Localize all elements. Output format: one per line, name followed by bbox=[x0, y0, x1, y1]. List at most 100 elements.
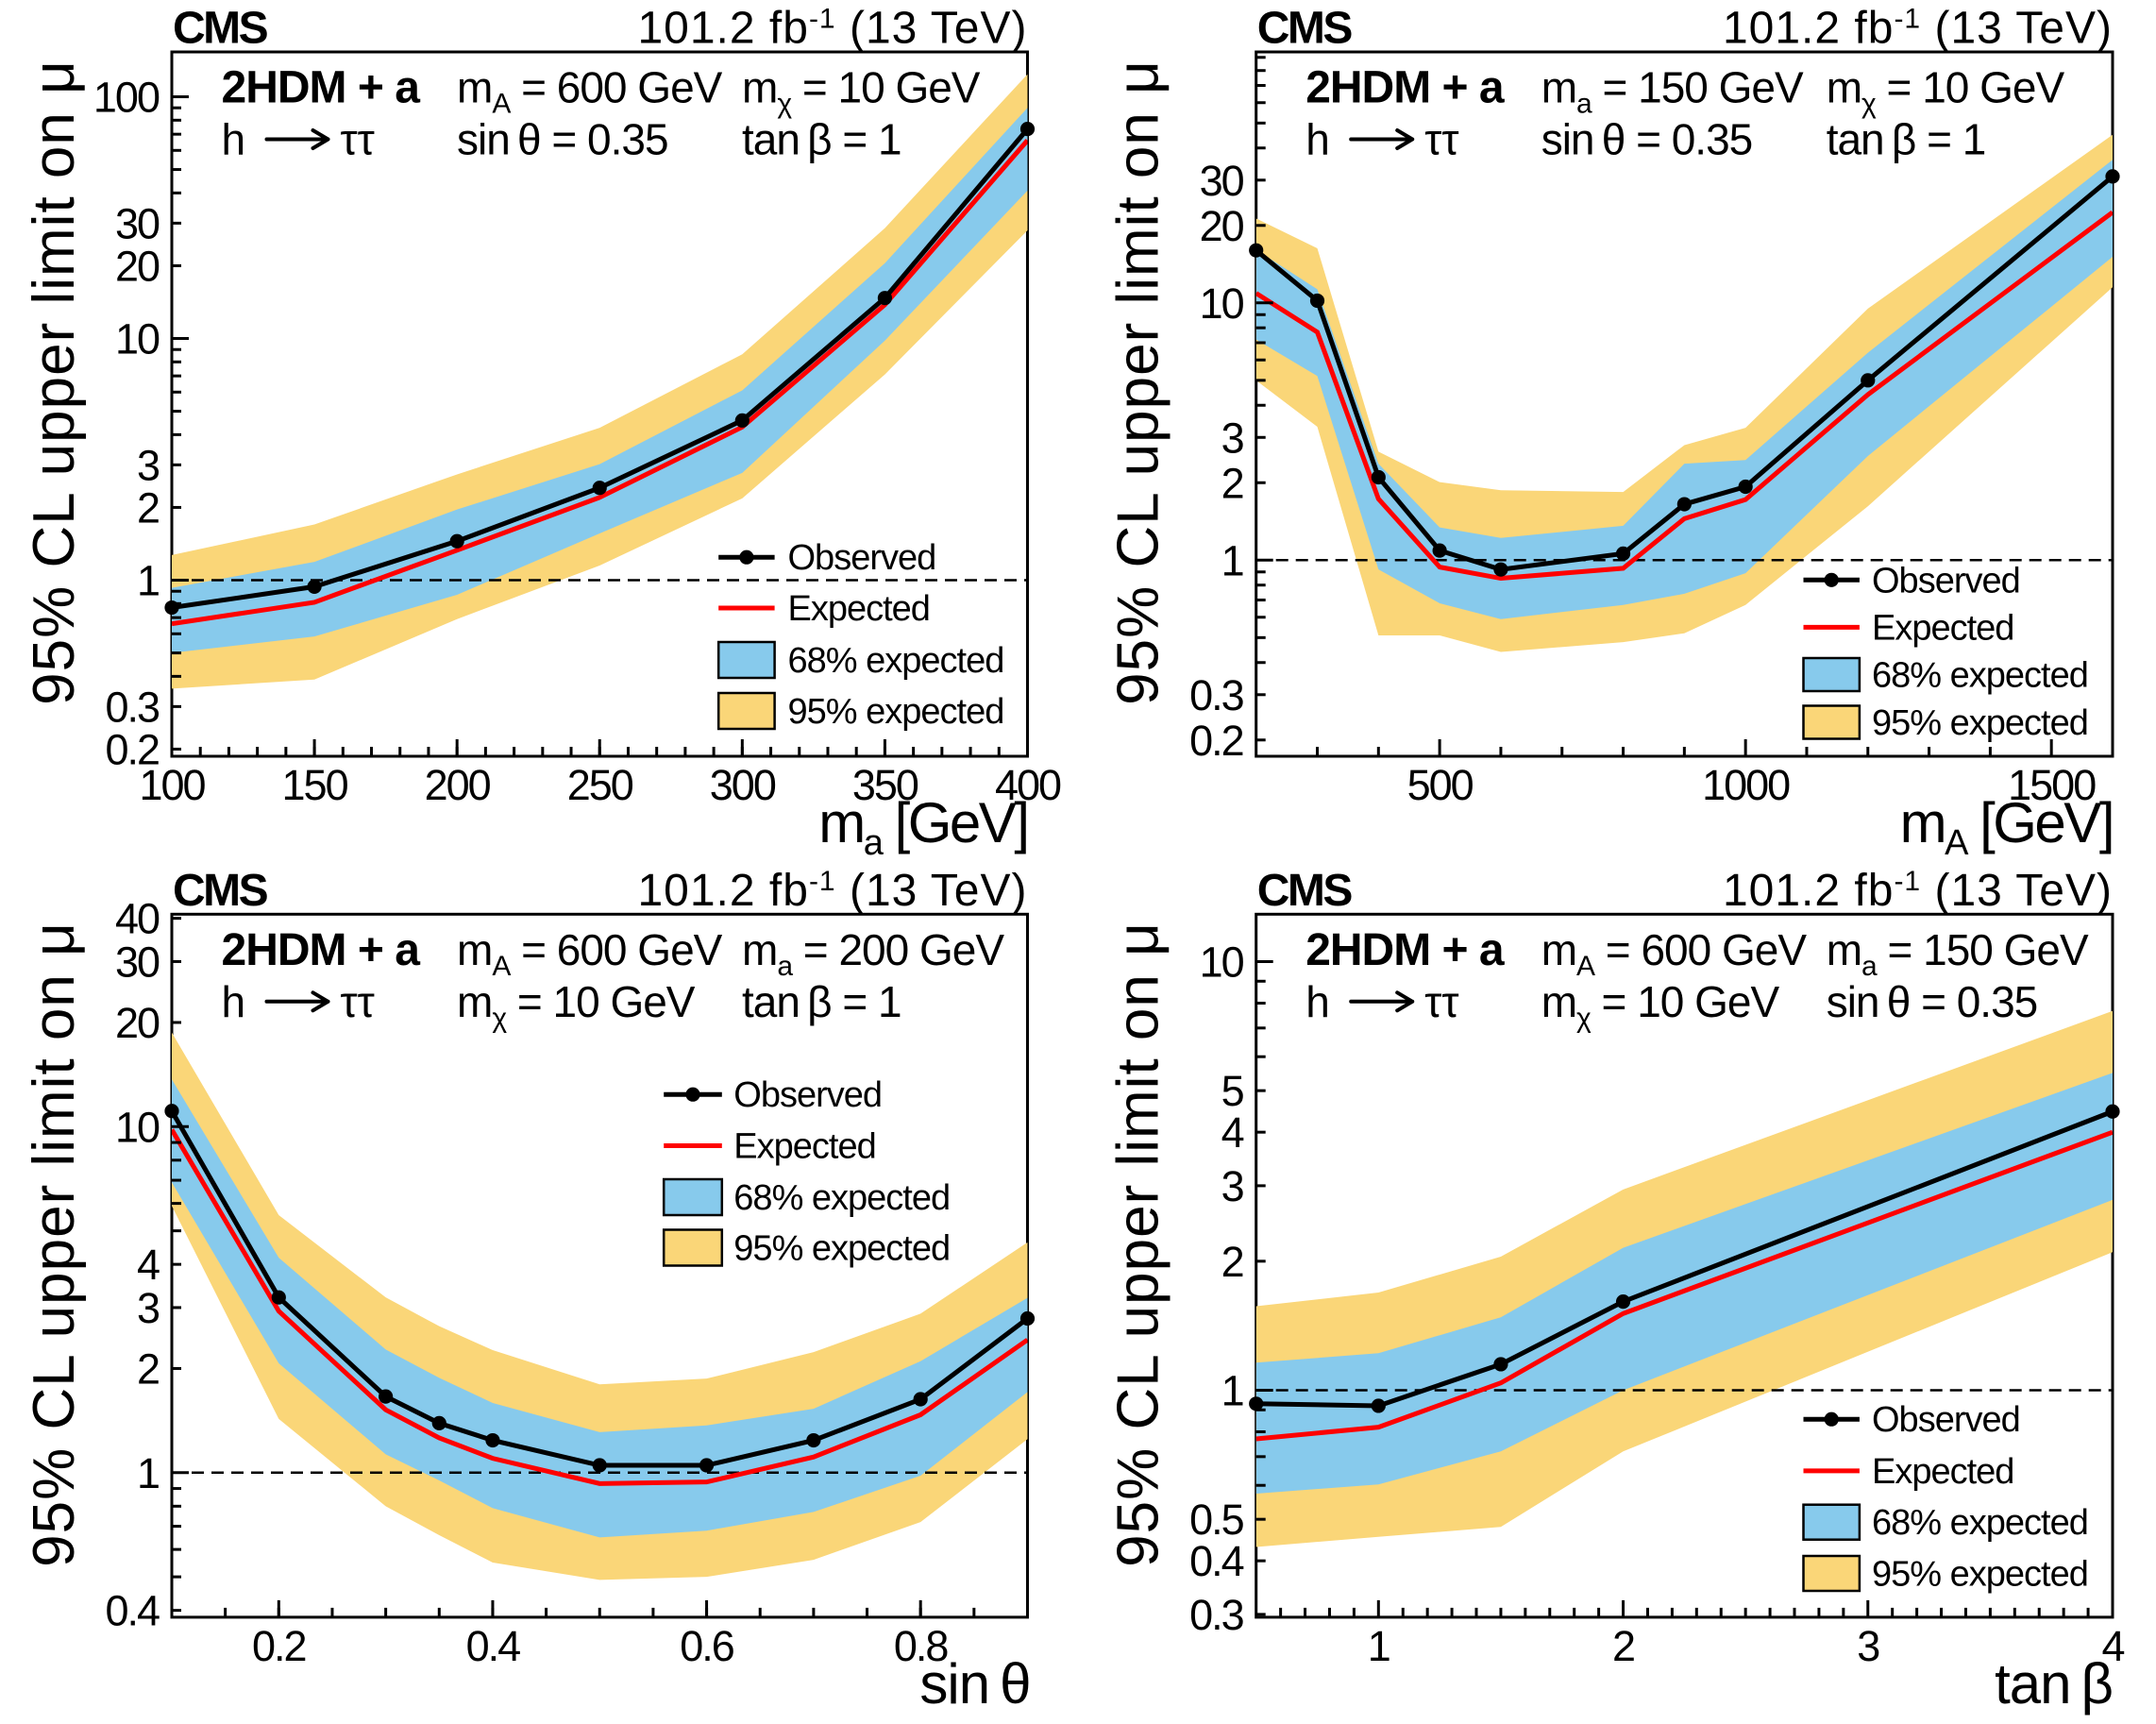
svg-text:h: h bbox=[1305, 115, 1330, 164]
svg-text:0.4: 0.4 bbox=[466, 1622, 521, 1670]
svg-text:1000: 1000 bbox=[1702, 761, 1790, 809]
svg-text:mχ = 10 GeV: mχ = 10 GeV bbox=[1827, 63, 2065, 120]
svg-text:3: 3 bbox=[1221, 1162, 1244, 1210]
svg-text:2HDM + a: 2HDM + a bbox=[222, 63, 421, 113]
svg-text:10: 10 bbox=[115, 315, 160, 363]
svg-text:2: 2 bbox=[137, 1344, 159, 1393]
svg-text:95% CL upper limit on μ: 95% CL upper limit on μ bbox=[1106, 921, 1171, 1567]
svg-text:2: 2 bbox=[137, 483, 159, 532]
svg-text:0.6: 0.6 bbox=[680, 1622, 734, 1670]
svg-text:Observed: Observed bbox=[788, 538, 936, 578]
svg-text:ma = 200 GeV: ma = 200 GeV bbox=[742, 925, 1004, 982]
svg-text:2: 2 bbox=[1612, 1622, 1634, 1670]
svg-text:101.2 fb-1 (13 TeV): 101.2 fb-1 (13 TeV) bbox=[637, 4, 1027, 54]
svg-text:2: 2 bbox=[1221, 1238, 1243, 1286]
svg-text:3: 3 bbox=[1221, 414, 1244, 462]
svg-text:ma [GeV]: ma [GeV] bbox=[818, 791, 1027, 863]
svg-text:5: 5 bbox=[1221, 1067, 1244, 1115]
svg-text:Expected: Expected bbox=[733, 1127, 875, 1167]
svg-text:95% expected: 95% expected bbox=[733, 1229, 950, 1269]
svg-text:68% expected: 68% expected bbox=[733, 1178, 950, 1218]
svg-text:30: 30 bbox=[1200, 157, 1244, 205]
svg-text:1: 1 bbox=[1221, 536, 1243, 584]
svg-text:2HDM + a: 2HDM + a bbox=[1305, 63, 1505, 113]
svg-text:200: 200 bbox=[425, 761, 491, 809]
svg-text:30: 30 bbox=[115, 199, 160, 247]
svg-text:100: 100 bbox=[139, 761, 205, 809]
svg-text:Observed: Observed bbox=[733, 1075, 882, 1115]
svg-text:95% CL upper limit on μ: 95% CL upper limit on μ bbox=[22, 59, 87, 705]
svg-text:95% CL upper limit on μ: 95% CL upper limit on μ bbox=[22, 921, 87, 1567]
svg-text:1500: 1500 bbox=[2008, 761, 2096, 809]
svg-text:100: 100 bbox=[93, 74, 160, 122]
svg-text:ma = 150 GeV: ma = 150 GeV bbox=[1827, 925, 2089, 982]
svg-text:CMS: CMS bbox=[173, 866, 268, 916]
svg-text:3: 3 bbox=[1857, 1622, 1879, 1670]
svg-text:10: 10 bbox=[1200, 279, 1244, 328]
svg-text:4: 4 bbox=[137, 1241, 160, 1289]
svg-text:250: 250 bbox=[567, 761, 633, 809]
svg-text:0.2: 0.2 bbox=[252, 1622, 306, 1670]
svg-text:ττ: ττ bbox=[341, 115, 375, 164]
svg-text:ττ: ττ bbox=[341, 977, 375, 1026]
svg-text:10: 10 bbox=[1200, 938, 1244, 987]
svg-text:1: 1 bbox=[1221, 1367, 1243, 1415]
svg-text:tan β = 1: tan β = 1 bbox=[742, 977, 901, 1026]
svg-text:0.3: 0.3 bbox=[1189, 1591, 1244, 1639]
svg-text:68% expected: 68% expected bbox=[788, 641, 1004, 681]
svg-text:sin θ = 0.35: sin θ = 0.35 bbox=[1827, 977, 2038, 1026]
svg-text:sin θ = 0.35: sin θ = 0.35 bbox=[1541, 115, 1753, 164]
svg-text:0.3: 0.3 bbox=[1189, 671, 1244, 719]
svg-text:4: 4 bbox=[2101, 1622, 2124, 1670]
svg-text:20: 20 bbox=[115, 242, 160, 290]
svg-text:tan β = 1: tan β = 1 bbox=[742, 115, 901, 164]
svg-text:95% expected: 95% expected bbox=[788, 692, 1004, 732]
svg-text:0.8: 0.8 bbox=[894, 1622, 949, 1670]
svg-text:Observed: Observed bbox=[1872, 561, 2020, 600]
svg-text:0.3: 0.3 bbox=[105, 683, 160, 731]
svg-text:h: h bbox=[1305, 977, 1330, 1026]
svg-text:150: 150 bbox=[282, 761, 348, 809]
svg-text:10: 10 bbox=[115, 1103, 160, 1151]
svg-text:101.2 fb-1 (13 TeV): 101.2 fb-1 (13 TeV) bbox=[1723, 866, 2113, 916]
svg-text:0.2: 0.2 bbox=[105, 725, 159, 773]
svg-text:tan β: tan β bbox=[1995, 1652, 2113, 1716]
svg-text:ma = 150 GeV: ma = 150 GeV bbox=[1541, 63, 1804, 120]
svg-text:sin θ: sin θ bbox=[919, 1652, 1030, 1716]
svg-text:300: 300 bbox=[710, 761, 776, 809]
svg-text:Expected: Expected bbox=[1872, 1452, 2013, 1492]
svg-text:350: 350 bbox=[852, 761, 918, 809]
svg-text:3: 3 bbox=[137, 441, 160, 489]
svg-text:40: 40 bbox=[115, 895, 160, 943]
svg-text:4: 4 bbox=[1221, 1108, 1244, 1157]
svg-text:20: 20 bbox=[1200, 202, 1244, 250]
svg-text:2: 2 bbox=[1221, 459, 1243, 507]
svg-text:500: 500 bbox=[1407, 761, 1474, 809]
svg-text:95% expected: 95% expected bbox=[1872, 703, 2088, 743]
svg-text:95% expected: 95% expected bbox=[1872, 1555, 2088, 1595]
svg-text:1: 1 bbox=[1368, 1622, 1390, 1670]
svg-text:0.4: 0.4 bbox=[1189, 1537, 1244, 1585]
svg-text:h: h bbox=[222, 115, 246, 164]
svg-text:20: 20 bbox=[115, 999, 160, 1047]
svg-text:Expected: Expected bbox=[1872, 608, 2013, 648]
svg-text:h: h bbox=[222, 977, 246, 1026]
svg-text:95% CL upper limit on μ: 95% CL upper limit on μ bbox=[1106, 59, 1171, 705]
svg-text:0.4: 0.4 bbox=[105, 1587, 160, 1635]
svg-text:2HDM + a: 2HDM + a bbox=[222, 925, 421, 975]
svg-text:68% expected: 68% expected bbox=[1872, 1503, 2088, 1543]
svg-text:Observed: Observed bbox=[1872, 1400, 2020, 1440]
svg-text:3: 3 bbox=[137, 1284, 160, 1332]
svg-text:mχ = 10 GeV: mχ = 10 GeV bbox=[742, 63, 981, 120]
svg-text:Expected: Expected bbox=[788, 589, 930, 629]
svg-text:0.5: 0.5 bbox=[1189, 1496, 1244, 1544]
svg-text:1: 1 bbox=[137, 1449, 159, 1497]
svg-text:400: 400 bbox=[995, 761, 1061, 809]
svg-text:mχ = 10 GeV: mχ = 10 GeV bbox=[457, 977, 696, 1034]
svg-text:CMS: CMS bbox=[1257, 866, 1353, 916]
svg-text:mA [GeV]: mA [GeV] bbox=[1900, 791, 2113, 863]
svg-text:0.2: 0.2 bbox=[1189, 717, 1243, 765]
svg-text:1: 1 bbox=[137, 557, 159, 605]
svg-text:ττ: ττ bbox=[1424, 115, 1458, 164]
svg-text:2HDM + a: 2HDM + a bbox=[1305, 925, 1505, 975]
